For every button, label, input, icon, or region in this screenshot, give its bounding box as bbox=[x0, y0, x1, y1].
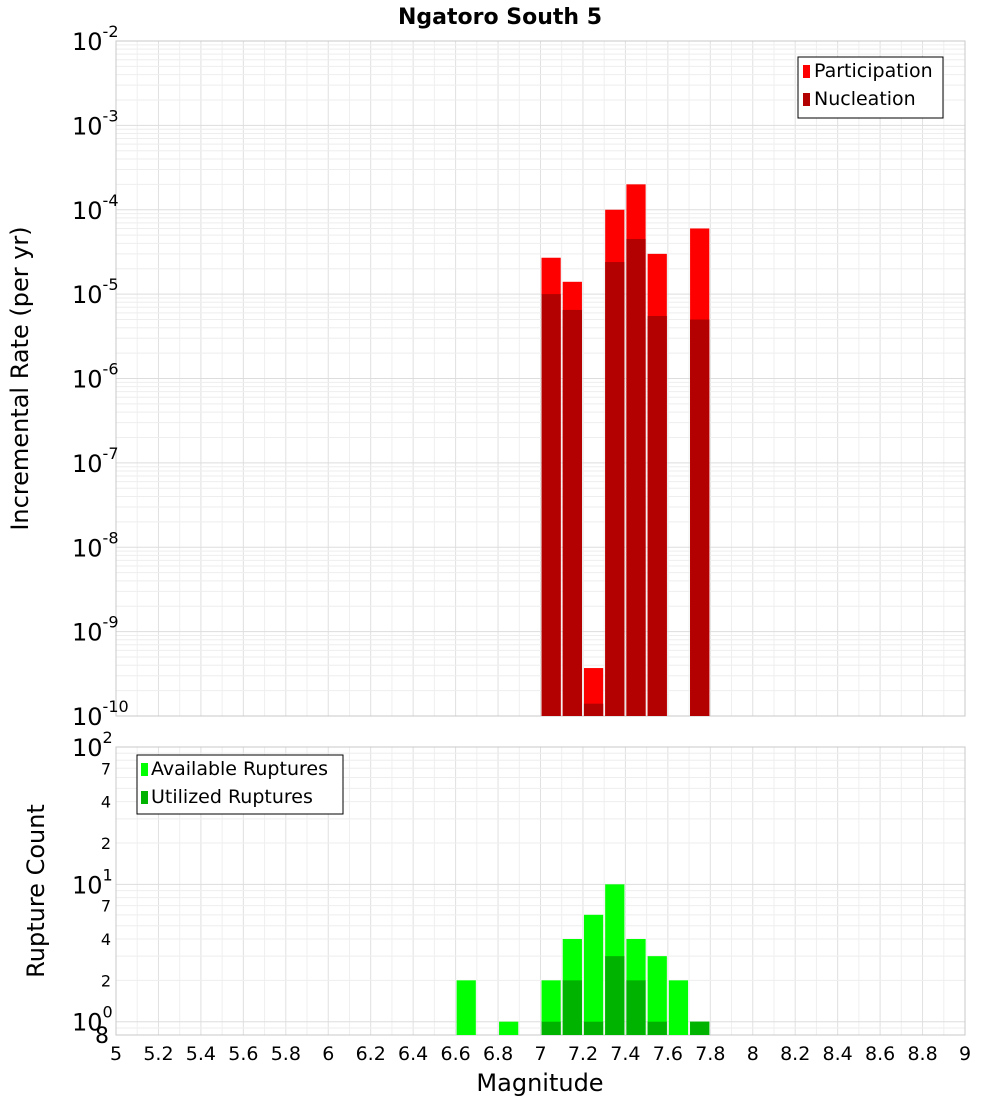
bottom-plot-frame bbox=[115, 746, 966, 1036]
legend-label: Participation bbox=[814, 60, 933, 82]
nucleation-bar bbox=[605, 262, 625, 716]
y-tick-label: 100 bbox=[72, 1003, 113, 1037]
x-tick-label: 5.2 bbox=[143, 1043, 173, 1065]
utilized-ruptures-bar bbox=[647, 1021, 667, 1035]
available-ruptures-bar bbox=[456, 980, 476, 1035]
y-tick-label: 10-6 bbox=[72, 360, 119, 394]
y-minor-tick-label: 2 bbox=[101, 834, 111, 853]
x-tick-label: 6.6 bbox=[440, 1043, 470, 1065]
legend-label: Utilized Ruptures bbox=[151, 786, 313, 808]
available-ruptures-bar bbox=[541, 980, 561, 1035]
utilized-ruptures-bar bbox=[605, 956, 625, 1035]
y-minor-tick-label: 2 bbox=[101, 971, 111, 990]
utilized-ruptures-bar bbox=[583, 1021, 604, 1035]
x-tick-label: 5 bbox=[110, 1043, 122, 1065]
available-ruptures-bar bbox=[583, 914, 604, 1035]
x-tick-label: 5.6 bbox=[228, 1043, 258, 1065]
y-minor-tick-label: 4 bbox=[101, 793, 111, 812]
top-plot-frame bbox=[115, 40, 966, 717]
y-axis-label: Rupture Count bbox=[22, 804, 50, 978]
chart-title: Ngatoro South 5 bbox=[398, 5, 602, 30]
available-ruptures-bar bbox=[499, 1021, 519, 1035]
nucleation-bar bbox=[562, 309, 582, 716]
x-tick-label: 8.8 bbox=[907, 1043, 937, 1065]
utilized-ruptures-bar bbox=[562, 980, 582, 1035]
legend-swatch bbox=[803, 65, 810, 78]
x-tick-label: 5.8 bbox=[271, 1043, 301, 1065]
x-tick-label: 5.4 bbox=[186, 1043, 216, 1065]
available-ruptures-bar bbox=[668, 980, 689, 1035]
y-tick-label: 10-9 bbox=[72, 613, 119, 647]
legend-swatch bbox=[803, 93, 810, 106]
y-tick-label: 10-7 bbox=[72, 444, 119, 478]
utilized-ruptures-bar bbox=[690, 1021, 710, 1035]
utilized-ruptures-bar bbox=[626, 980, 646, 1035]
nucleation-bar bbox=[647, 316, 667, 716]
y-tick-label: 10-4 bbox=[72, 191, 119, 225]
y-minor-tick-label: 8 bbox=[95, 1024, 109, 1049]
x-axis-label: Magnitude bbox=[476, 1069, 603, 1097]
x-tick-label: 6.4 bbox=[398, 1043, 428, 1065]
x-tick-label: 8.6 bbox=[865, 1043, 895, 1065]
y-tick-label: 10-2 bbox=[72, 22, 119, 56]
x-tick-label: 7.4 bbox=[610, 1043, 640, 1065]
y-tick-label: 101 bbox=[72, 865, 113, 899]
legend-swatch bbox=[141, 763, 148, 776]
x-tick-label: 8 bbox=[747, 1043, 759, 1065]
y-tick-label: 10-3 bbox=[72, 106, 119, 140]
y-tick-label: 102 bbox=[72, 728, 113, 762]
x-tick-label: 7.6 bbox=[653, 1043, 683, 1065]
y-tick-label: 10-8 bbox=[72, 528, 119, 562]
available-ruptures-bar bbox=[647, 956, 667, 1035]
legend-box bbox=[136, 754, 344, 815]
y-minor-tick-label: 7 bbox=[101, 759, 111, 778]
x-tick-label: 7.2 bbox=[568, 1043, 598, 1065]
y-minor-tick-label: 7 bbox=[101, 897, 111, 916]
nucleation-bar bbox=[583, 703, 604, 716]
x-tick-label: 6.8 bbox=[483, 1043, 513, 1065]
nucleation-bar bbox=[541, 294, 561, 716]
x-tick-label: 6 bbox=[322, 1043, 334, 1065]
x-tick-label: 8.4 bbox=[823, 1043, 853, 1065]
y-axis-label: Incremental Rate (per yr) bbox=[6, 226, 34, 530]
x-tick-label: 9 bbox=[959, 1043, 971, 1065]
legend-box bbox=[797, 56, 944, 119]
y-tick-label: 10-5 bbox=[72, 275, 119, 309]
legend-label: Nucleation bbox=[814, 88, 916, 110]
x-tick-label: 7 bbox=[534, 1043, 546, 1065]
x-tick-label: 6.2 bbox=[356, 1043, 386, 1065]
utilized-ruptures-bar bbox=[541, 1021, 561, 1035]
legend-swatch bbox=[141, 791, 148, 804]
x-tick-label: 7.8 bbox=[695, 1043, 725, 1065]
nucleation-bar bbox=[626, 239, 646, 716]
legend-label: Available Ruptures bbox=[151, 758, 328, 780]
y-tick-label: 10-10 bbox=[72, 697, 129, 731]
x-tick-label: 8.2 bbox=[780, 1043, 810, 1065]
y-minor-tick-label: 4 bbox=[101, 930, 111, 949]
nucleation-bar bbox=[690, 319, 710, 716]
